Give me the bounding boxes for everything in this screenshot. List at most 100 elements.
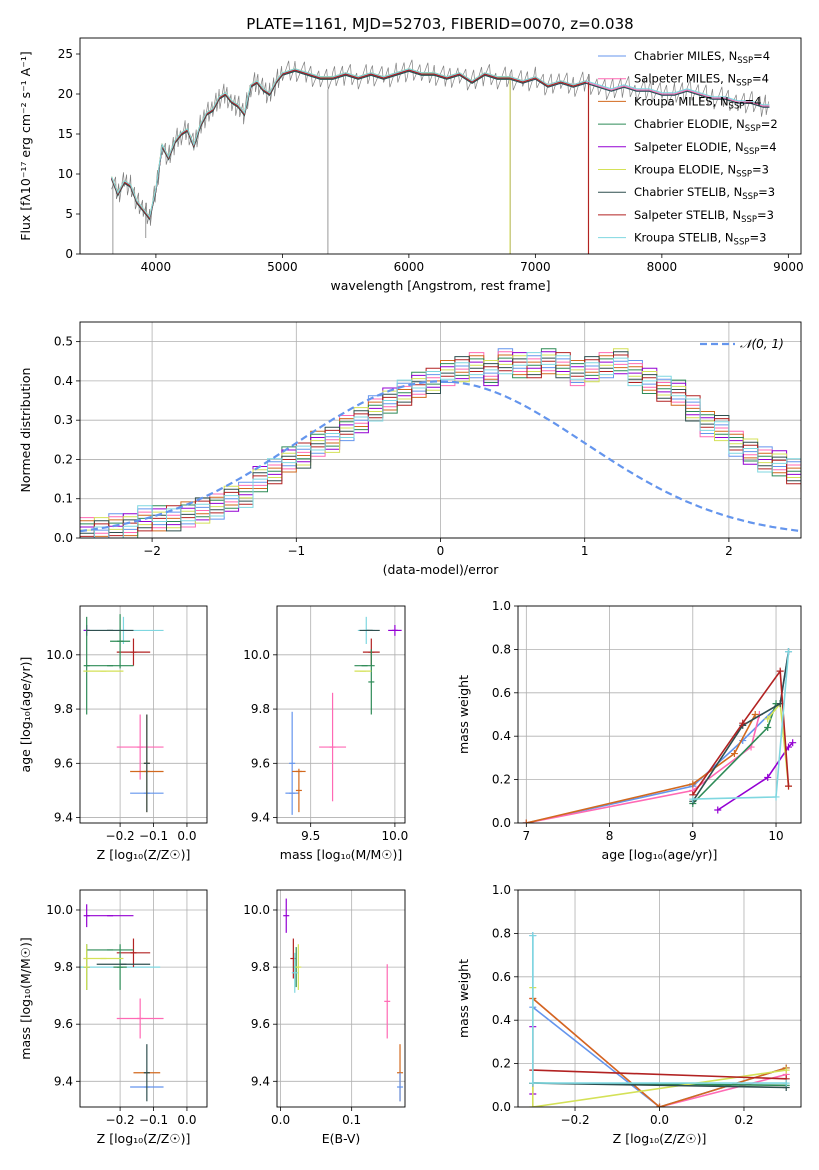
x-tick-label: −0.1 xyxy=(139,1113,168,1127)
plot-area xyxy=(522,648,797,823)
plus-marker xyxy=(529,932,537,940)
legend-subscript: SSP xyxy=(741,215,757,225)
legend-suffix: =4 xyxy=(752,72,769,86)
x-tick-label: 9 xyxy=(689,829,697,843)
y-tick-label: 0.5 xyxy=(54,335,73,349)
plot-area xyxy=(83,614,164,813)
y-tick-label: 0.0 xyxy=(54,531,73,545)
x-tick-label: 1 xyxy=(581,544,589,558)
y-tick-label: 15 xyxy=(58,127,73,141)
x-tick-label: −0.2 xyxy=(560,1113,589,1127)
y-tick-label: 5 xyxy=(65,207,73,221)
model-fit-line xyxy=(111,69,587,220)
mass-weight-line xyxy=(692,651,790,802)
plus-marker xyxy=(782,1079,790,1087)
plus-marker xyxy=(689,780,697,788)
legend-subscript: SSP xyxy=(745,124,761,134)
legend-subscript: SSP xyxy=(736,79,752,89)
y-tick-label: 9.4 xyxy=(54,811,73,825)
x-tick-label: 0.0 xyxy=(177,829,196,843)
legend-entry: Salpeter ELODIE, NSSP=4 xyxy=(634,140,777,157)
x-tick-label: 2 xyxy=(725,544,733,558)
legend-entry: Kroupa STELIB, NSSP=3 xyxy=(634,231,766,248)
x-tick-label: 0.2 xyxy=(734,1113,753,1127)
x-tick-label: 10.0 xyxy=(382,829,409,843)
plus-marker xyxy=(751,711,759,718)
panel-mass-vs-Z: −0.2 −0.1 0.0 9.4 9.6 9.8 10.0 Z [log₁₀(Z/Z☉)] m… xyxy=(18,889,208,1146)
x-tick-label: 9.5 xyxy=(301,829,320,843)
model-fit-line xyxy=(111,70,511,221)
x-axis-label: Z [log₁₀(Z/Z☉)] xyxy=(613,1131,707,1146)
plus-marker xyxy=(785,648,793,656)
legend-entry: Salpeter STELIB, NSSP=3 xyxy=(634,208,774,225)
x-axis-label: (data-model)/error xyxy=(383,562,500,577)
plus-marker xyxy=(764,724,772,732)
figure-title: PLATE=1161, MJD=52703, FIBERID=0070, z=0… xyxy=(246,15,633,33)
y-tick-label: 9.6 xyxy=(251,1017,270,1031)
y-tick-label: 0.8 xyxy=(492,926,511,940)
x-tick-label: −0.2 xyxy=(106,1113,135,1127)
y-tick-label: 10.0 xyxy=(46,648,73,662)
legend-entry: Salpeter MILES, NSSP=4 xyxy=(634,72,769,89)
legend-entry: Chabrier MILES, NSSP=4 xyxy=(634,49,770,66)
x-tick-label: 5000 xyxy=(267,260,298,274)
legend-entry: Kroupa MILES, NSSP=4 xyxy=(634,94,761,111)
x-tick-label: 0.0 xyxy=(271,1113,290,1127)
y-tick-label: 0.2 xyxy=(54,452,73,466)
legend-entry: Chabrier ELODIE, NSSP=2 xyxy=(634,117,778,134)
panel-massweight-vs-Z: −0.2 0.0 0.2 0.0 0.2 0.4 0.6 0.8 1.0 Z [log₁₀(Z/Z… xyxy=(456,883,802,1146)
legend-subscript: SSP xyxy=(737,56,753,66)
y-tick-label: 0.4 xyxy=(54,374,73,388)
y-tick-label: 0.6 xyxy=(492,970,511,984)
mass-weight-line xyxy=(717,742,794,811)
plus-marker xyxy=(782,1066,790,1074)
y-tick-label: 25 xyxy=(58,47,73,61)
plus-marker xyxy=(656,1103,663,1107)
y-tick-label: 10.0 xyxy=(243,648,270,662)
panel-age-vs-Z: −0.2 −0.1 0.0 9.4 9.6 9.8 10.0 Z [log₁₀(Z/Z☉)] a… xyxy=(18,605,208,862)
y-tick-label: 0.0 xyxy=(492,816,511,830)
legend-entry: Chabrier STELIB, NSSP=3 xyxy=(634,185,775,202)
y-tick-label: 0.6 xyxy=(492,686,511,700)
model-fit-line xyxy=(111,69,511,220)
x-tick-label: 9000 xyxy=(773,260,804,274)
y-tick-label: 0.0 xyxy=(492,1100,511,1114)
plus-marker xyxy=(764,715,772,723)
observed-spectrum xyxy=(111,59,769,226)
y-tick-label: 9.8 xyxy=(54,960,73,974)
model-fit-line xyxy=(111,70,770,221)
plus-marker xyxy=(714,806,722,814)
legend-entry: Kroupa ELODIE, NSSP=3 xyxy=(634,163,769,180)
x-tick-label: 8 xyxy=(606,829,614,843)
panel-massweight-vs-age: 7 8 9 10 0.0 0.2 0.4 0.6 0.8 1.0 age [log₁₀(age/yr… xyxy=(456,599,802,862)
panel-mass-vs-ebv: 0.0 0.1 9.4 9.6 9.8 10.0 E(B-V) xyxy=(243,889,406,1146)
axes-frame xyxy=(517,605,802,824)
residual-histogram xyxy=(80,352,801,538)
y-tick-label: 1.0 xyxy=(492,883,511,897)
axes-frame xyxy=(517,889,802,1108)
x-tick-label: 4000 xyxy=(141,260,172,274)
legend-suffix: =4 xyxy=(753,49,770,63)
y-tick-label: 9.8 xyxy=(251,702,270,716)
plus-marker xyxy=(730,750,738,758)
gaussian-curve xyxy=(80,380,801,533)
legend-entry: 𝒩(0, 1) xyxy=(740,337,784,351)
legend-subscript: SSP xyxy=(729,101,745,111)
legend-subscript: SSP xyxy=(744,147,760,157)
x-tick-label: −0.2 xyxy=(106,829,135,843)
axes-frame xyxy=(79,889,208,1108)
legend-suffix: =2 xyxy=(761,117,778,131)
legend-suffix: =3 xyxy=(758,185,775,199)
x-tick-label: −2 xyxy=(143,544,161,558)
plot-area xyxy=(111,59,770,254)
legend-suffix: =3 xyxy=(757,208,774,222)
y-tick-label: 9.4 xyxy=(54,1074,73,1088)
plus-marker xyxy=(522,819,530,823)
y-axis-label: mass weight xyxy=(456,675,471,754)
plus-marker xyxy=(739,719,747,727)
y-tick-label: 9.4 xyxy=(251,1074,270,1088)
mass-weight-line xyxy=(526,714,761,823)
x-tick-label: 10 xyxy=(768,829,783,843)
plot-area xyxy=(529,932,790,1107)
legend-subscript: SSP xyxy=(734,238,750,248)
